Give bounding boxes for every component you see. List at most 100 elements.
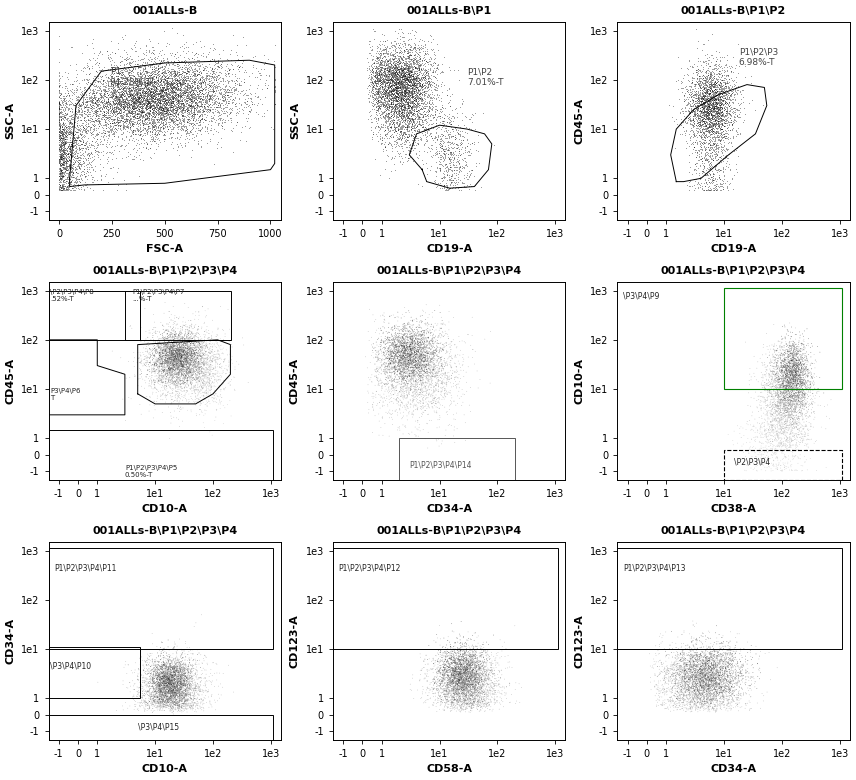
Point: [122, 105, 135, 118]
Point: [782, 349, 795, 361]
Point: [191, 688, 205, 700]
Point: [684, 114, 698, 126]
Point: [399, 101, 413, 114]
Point: [185, 670, 199, 682]
Point: [152, 685, 165, 697]
Point: [449, 662, 462, 675]
Point: [747, 455, 761, 467]
Point: [140, 353, 154, 365]
Point: [164, 702, 178, 714]
Point: [422, 664, 436, 676]
Point: [717, 667, 731, 679]
Point: [429, 360, 443, 372]
Point: [465, 667, 479, 679]
Point: [691, 656, 704, 668]
Point: [122, 111, 136, 123]
Point: [719, 702, 733, 714]
Point: [401, 353, 415, 366]
Point: [157, 694, 170, 707]
Point: [454, 700, 467, 712]
Point: [433, 679, 447, 692]
Point: [73, 113, 86, 126]
Point: [54, 103, 68, 115]
Point: [424, 662, 437, 675]
Point: [404, 66, 418, 78]
Point: [685, 652, 698, 665]
Point: [793, 386, 806, 399]
Point: [181, 63, 194, 76]
Point: [56, 96, 70, 108]
Point: [701, 112, 715, 125]
Point: [471, 673, 484, 686]
Point: [244, 88, 258, 101]
Point: [658, 686, 672, 698]
Point: [188, 682, 202, 695]
Point: [400, 98, 413, 110]
Point: [161, 671, 175, 683]
Point: [458, 663, 472, 675]
Point: [717, 51, 731, 63]
Point: [150, 94, 163, 106]
Point: [160, 349, 174, 362]
Point: [725, 654, 739, 666]
Point: [706, 680, 720, 693]
Point: [196, 386, 210, 399]
Point: [174, 664, 187, 676]
Point: [693, 177, 707, 190]
Point: [671, 686, 685, 699]
Point: [434, 690, 448, 703]
Point: [168, 360, 181, 373]
Point: [52, 100, 66, 112]
Point: [153, 689, 167, 701]
Point: [760, 449, 774, 462]
Point: [758, 446, 772, 459]
Point: [699, 74, 713, 87]
Point: [451, 688, 465, 700]
Point: [401, 58, 415, 71]
Point: [405, 79, 419, 91]
Point: [176, 684, 190, 697]
Point: [395, 97, 409, 109]
Point: [213, 98, 227, 110]
Point: [160, 693, 174, 705]
Point: [437, 650, 450, 662]
Point: [148, 128, 162, 140]
Point: [427, 48, 441, 60]
Point: [704, 73, 718, 86]
Point: [662, 693, 675, 706]
Point: [688, 108, 702, 121]
Point: [210, 348, 223, 360]
Point: [406, 70, 419, 83]
Point: [788, 364, 801, 377]
Point: [388, 67, 401, 80]
Point: [493, 681, 507, 693]
Point: [110, 80, 123, 92]
Point: [442, 679, 455, 691]
Point: [373, 131, 387, 144]
Point: [704, 98, 718, 111]
Point: [787, 368, 800, 381]
Point: [684, 662, 698, 675]
Point: [199, 72, 213, 84]
Point: [134, 88, 147, 101]
Point: [396, 355, 410, 367]
Point: [162, 346, 175, 359]
Point: [459, 680, 473, 693]
Point: [212, 86, 226, 98]
Point: [788, 399, 802, 412]
Point: [390, 363, 404, 376]
Point: [395, 112, 409, 125]
Point: [169, 682, 182, 694]
Point: [775, 378, 788, 391]
Point: [427, 346, 441, 358]
Point: [455, 671, 469, 683]
Point: [378, 385, 392, 398]
Point: [123, 73, 137, 85]
Point: [165, 669, 179, 682]
Point: [434, 659, 448, 672]
Point: [154, 700, 168, 712]
Point: [444, 115, 458, 127]
Point: [710, 101, 724, 113]
Point: [694, 96, 708, 108]
Point: [174, 355, 187, 367]
